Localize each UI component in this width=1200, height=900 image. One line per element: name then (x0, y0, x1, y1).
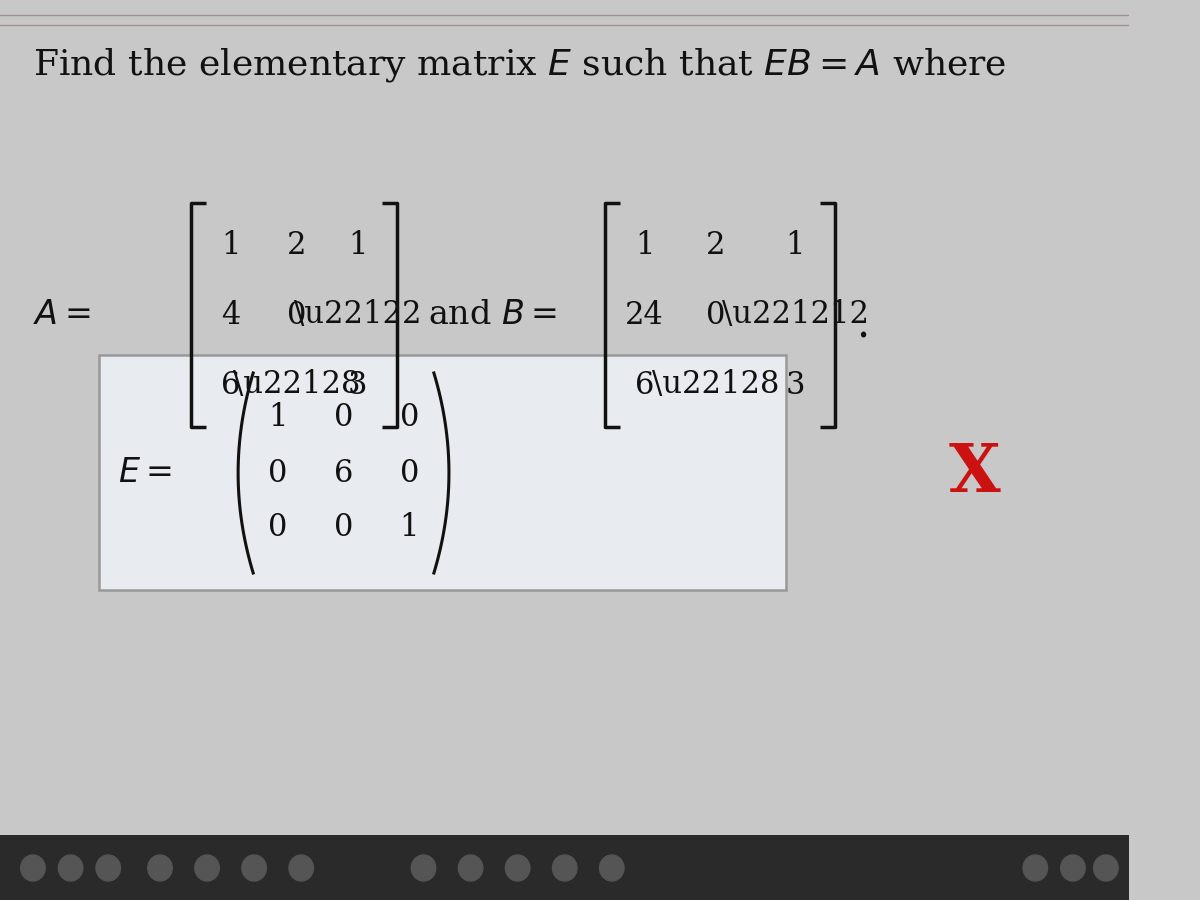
Text: 1: 1 (635, 230, 654, 260)
Text: 0: 0 (268, 457, 287, 489)
Text: 0: 0 (400, 402, 419, 434)
Text: 0: 0 (287, 300, 306, 330)
Text: 1: 1 (400, 512, 419, 544)
Circle shape (1093, 855, 1118, 881)
Text: 1: 1 (268, 402, 288, 434)
Circle shape (505, 855, 530, 881)
Circle shape (96, 855, 120, 881)
Text: 0: 0 (706, 300, 725, 330)
Text: and $B=$: and $B=$ (428, 299, 557, 331)
Text: \u221212: \u221212 (722, 300, 869, 330)
Text: 1: 1 (348, 230, 367, 260)
Text: 0: 0 (334, 402, 353, 434)
Text: \u22128: \u22128 (233, 370, 360, 400)
Text: 2: 2 (287, 230, 306, 260)
Bar (0, 835, 1129, 900)
Circle shape (1024, 855, 1048, 881)
Text: 3: 3 (348, 370, 367, 400)
Circle shape (552, 855, 577, 881)
Circle shape (458, 855, 482, 881)
Circle shape (59, 855, 83, 881)
Circle shape (600, 855, 624, 881)
Text: 0: 0 (268, 512, 287, 544)
Text: \u22128: \u22128 (652, 370, 779, 400)
Text: 0: 0 (400, 457, 419, 489)
Circle shape (412, 855, 436, 881)
Circle shape (1061, 855, 1085, 881)
Text: 1: 1 (221, 230, 240, 260)
Circle shape (194, 855, 220, 881)
Text: $A=$: $A=$ (32, 299, 90, 331)
Text: 3: 3 (786, 370, 805, 400)
Text: 6: 6 (334, 457, 353, 489)
Text: X: X (948, 440, 1000, 506)
Text: 6: 6 (221, 370, 240, 400)
Text: 1: 1 (786, 230, 805, 260)
Circle shape (148, 855, 173, 881)
Text: 6: 6 (635, 370, 654, 400)
Circle shape (242, 855, 266, 881)
Text: 2: 2 (706, 230, 725, 260)
FancyBboxPatch shape (98, 355, 786, 590)
Text: 24: 24 (625, 300, 664, 330)
Text: \u22122: \u22122 (294, 300, 421, 330)
Circle shape (20, 855, 46, 881)
Text: 4: 4 (221, 300, 240, 330)
Text: .: . (857, 304, 870, 346)
Text: 0: 0 (334, 512, 353, 544)
Text: $E=$: $E=$ (118, 457, 172, 489)
Circle shape (289, 855, 313, 881)
Text: Find the elementary matrix $E$ such that $EB = A$ where: Find the elementary matrix $E$ such that… (32, 46, 1007, 84)
